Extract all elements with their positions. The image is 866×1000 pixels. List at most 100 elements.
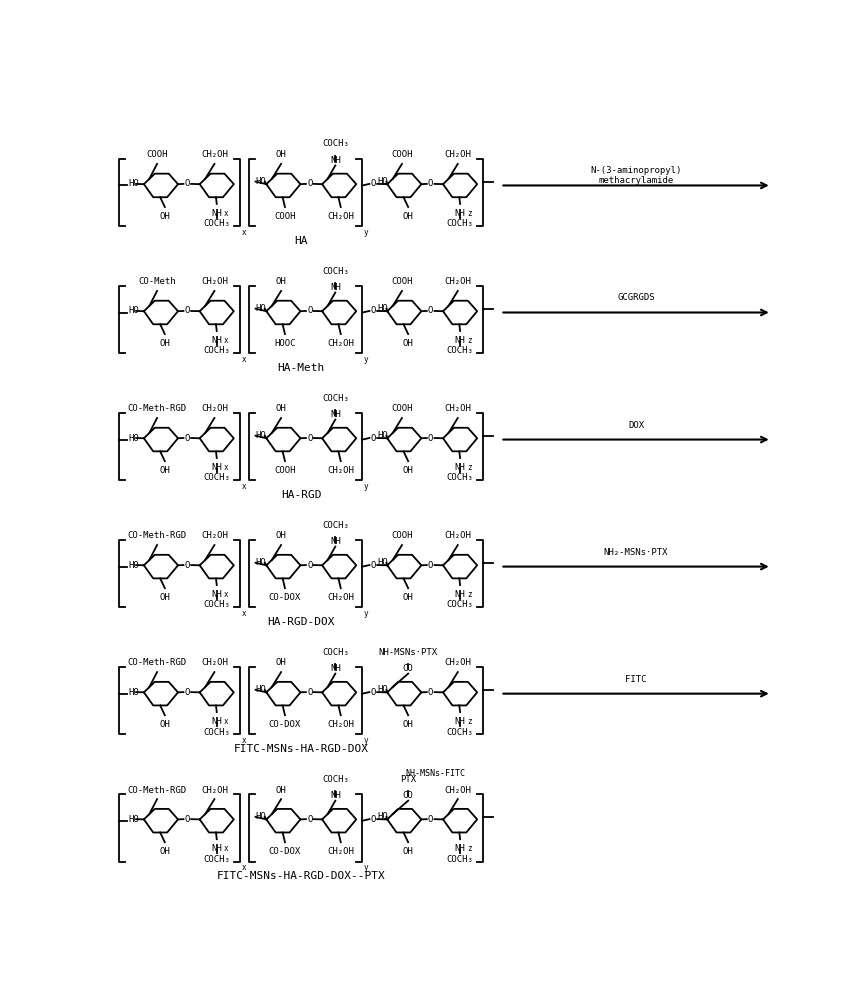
- Text: z: z: [467, 717, 472, 726]
- Text: O: O: [307, 815, 313, 824]
- Text: z: z: [467, 463, 472, 472]
- Text: CO: CO: [403, 791, 414, 800]
- Text: COCH₃: COCH₃: [204, 473, 230, 482]
- Text: NH: NH: [455, 844, 466, 853]
- Text: CO-Meth-RGD: CO-Meth-RGD: [127, 531, 187, 540]
- Text: OH: OH: [159, 720, 171, 729]
- Text: x: x: [242, 609, 246, 618]
- Text: CO-DOX: CO-DOX: [268, 720, 301, 729]
- Text: CO-Meth-RGD: CO-Meth-RGD: [127, 404, 187, 413]
- Text: O: O: [371, 688, 376, 697]
- Text: OH: OH: [159, 212, 171, 221]
- Text: OH: OH: [403, 466, 414, 475]
- Text: HO: HO: [378, 431, 388, 440]
- Text: O: O: [307, 434, 313, 443]
- Text: O: O: [428, 434, 433, 443]
- Text: z: z: [467, 844, 472, 853]
- Text: HA-Meth: HA-Meth: [278, 363, 325, 373]
- Text: HO: HO: [255, 177, 266, 186]
- Text: CH₂OH: CH₂OH: [444, 277, 471, 286]
- Text: HO: HO: [128, 179, 139, 188]
- Text: CH₂OH: CH₂OH: [201, 277, 228, 286]
- Text: z: z: [467, 336, 472, 345]
- Text: COOH: COOH: [391, 531, 413, 540]
- Text: NH: NH: [330, 156, 340, 165]
- Text: NH: NH: [211, 336, 222, 345]
- Text: HO: HO: [128, 815, 139, 824]
- Text: NH-MSNs·PTX: NH-MSNs·PTX: [378, 648, 437, 657]
- Text: CH₂OH: CH₂OH: [327, 593, 354, 602]
- Text: OH: OH: [275, 658, 287, 667]
- Text: CH₂OH: CH₂OH: [201, 150, 228, 159]
- Text: O: O: [428, 688, 433, 697]
- Text: OH: OH: [403, 847, 414, 856]
- Text: CH₂OH: CH₂OH: [444, 150, 471, 159]
- Text: OH: OH: [275, 531, 287, 540]
- Text: NH: NH: [455, 717, 466, 726]
- Text: x: x: [242, 355, 246, 364]
- Text: NH: NH: [211, 590, 222, 599]
- Text: DOX: DOX: [628, 421, 644, 430]
- Text: OH: OH: [403, 212, 414, 221]
- Text: HA-RGD-DOX: HA-RGD-DOX: [268, 617, 335, 627]
- Text: CO: CO: [403, 664, 414, 673]
- Text: x: x: [242, 228, 246, 237]
- Text: x: x: [223, 717, 229, 726]
- Text: OH: OH: [275, 404, 287, 413]
- Text: CO-Meth-RGD: CO-Meth-RGD: [127, 786, 187, 795]
- Text: CO-Meth: CO-Meth: [139, 277, 176, 286]
- Text: OH: OH: [275, 277, 287, 286]
- Text: COCH₃: COCH₃: [322, 648, 349, 657]
- Text: COOH: COOH: [146, 150, 168, 159]
- Text: x: x: [223, 209, 229, 218]
- Text: PTX: PTX: [400, 775, 417, 784]
- Text: x: x: [223, 590, 229, 599]
- Text: COCH₃: COCH₃: [447, 600, 474, 609]
- Text: HO: HO: [255, 304, 266, 313]
- Text: NH: NH: [455, 209, 466, 218]
- Text: HO: HO: [128, 561, 139, 570]
- Text: HO: HO: [378, 685, 388, 694]
- Text: z: z: [467, 590, 472, 599]
- Text: NH: NH: [330, 283, 340, 292]
- Text: COCH₃: COCH₃: [204, 728, 230, 737]
- Text: x: x: [242, 863, 246, 872]
- Text: COOH: COOH: [391, 150, 413, 159]
- Text: O: O: [371, 815, 376, 824]
- Text: COOH: COOH: [275, 466, 295, 475]
- Text: COCH₃: COCH₃: [447, 473, 474, 482]
- Text: O: O: [184, 561, 190, 570]
- Text: NH: NH: [211, 463, 222, 472]
- Text: HO: HO: [255, 685, 266, 694]
- Text: O: O: [184, 688, 190, 697]
- Text: y: y: [364, 355, 369, 364]
- Text: FITC: FITC: [625, 675, 647, 684]
- Text: COCH₃: COCH₃: [322, 521, 349, 530]
- Text: HA-RGD: HA-RGD: [281, 490, 321, 500]
- Text: O: O: [307, 561, 313, 570]
- Text: y: y: [364, 736, 369, 745]
- Text: CH₂OH: CH₂OH: [444, 531, 471, 540]
- Text: NH: NH: [211, 209, 222, 218]
- Text: NH: NH: [211, 844, 222, 853]
- Text: CO-DOX: CO-DOX: [268, 847, 301, 856]
- Text: HOOC: HOOC: [275, 339, 295, 348]
- Text: O: O: [371, 306, 376, 315]
- Text: NH₂-MSNs·PTX: NH₂-MSNs·PTX: [604, 548, 669, 557]
- Text: HO: HO: [255, 431, 266, 440]
- Text: y: y: [364, 609, 369, 618]
- Text: x: x: [242, 736, 246, 745]
- Text: COCH₃: COCH₃: [447, 219, 474, 228]
- Text: HO: HO: [378, 558, 388, 567]
- Text: HO: HO: [128, 434, 139, 443]
- Text: CH₂OH: CH₂OH: [444, 658, 471, 667]
- Text: y: y: [364, 228, 369, 237]
- Text: COCH₃: COCH₃: [447, 346, 474, 355]
- Text: O: O: [184, 179, 190, 188]
- Text: COCH₃: COCH₃: [322, 775, 349, 784]
- Text: GCGRGDS: GCGRGDS: [617, 293, 655, 302]
- Text: CH₂OH: CH₂OH: [201, 658, 228, 667]
- Text: NH: NH: [330, 664, 340, 673]
- Text: NH: NH: [330, 537, 340, 546]
- Text: O: O: [371, 561, 376, 570]
